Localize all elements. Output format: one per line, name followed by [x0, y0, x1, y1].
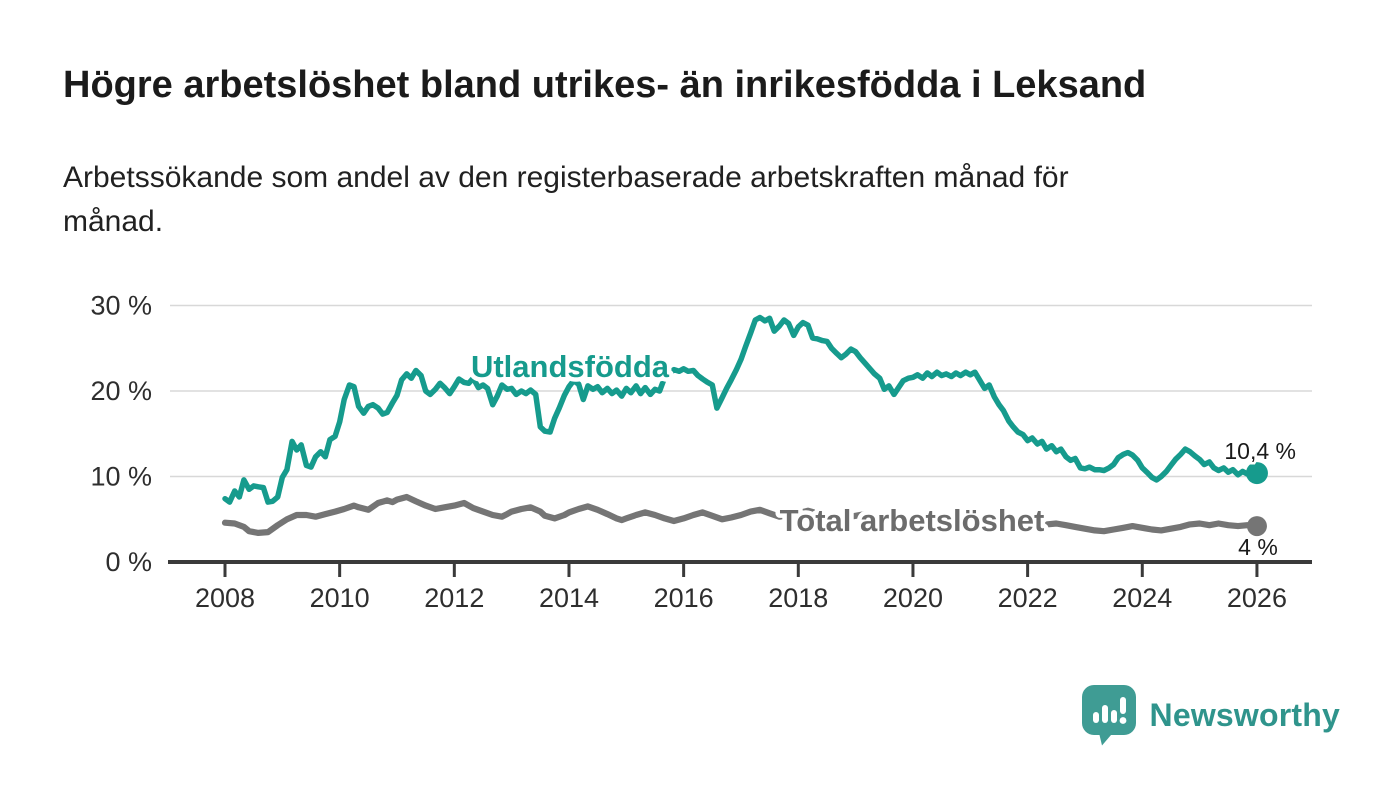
x-tick-label-2014: 2014	[539, 583, 599, 613]
end-dot-total	[1246, 516, 1267, 537]
y-tick-label-20: 20 %	[90, 376, 152, 406]
series-line-utlandsfodda	[222, 314, 1260, 505]
x-tick-label-2022: 2022	[998, 583, 1058, 613]
x-tick-label-2008: 2008	[195, 583, 255, 613]
brand-name: Newsworthy	[1149, 696, 1340, 733]
chart-subtitle-line-2: månad.	[63, 204, 164, 238]
series-label-utlandsfodda: Utlandsfödda	[471, 349, 670, 384]
x-tick-label-2024: 2024	[1112, 583, 1172, 613]
x-tick-label-2012: 2012	[424, 583, 484, 613]
x-tick-label-2018: 2018	[768, 583, 828, 613]
y-tick-label-10: 10 %	[90, 462, 152, 492]
y-tick-label-0: 0 %	[105, 547, 152, 577]
newsworthy-logo-icon	[1081, 685, 1136, 746]
x-tick-label-2010: 2010	[310, 583, 370, 613]
end-value-label-utlandsfodda: 10,4 %	[1224, 438, 1296, 464]
end-dot-utlandsfodda	[1245, 462, 1268, 485]
newsworthy-attribution: Newsworthy	[1081, 684, 1340, 746]
y-tick-label-30: 30 %	[90, 291, 152, 321]
chart-subtitle: Arbetssökande som andel av den registerb…	[63, 156, 1069, 243]
end-value-label-total: 4 %	[1238, 534, 1278, 560]
series-label-total: Total arbetslöshet	[780, 503, 1045, 538]
x-tick-label-2020: 2020	[883, 583, 943, 613]
x-tick-label-2026: 2026	[1227, 583, 1287, 613]
chart-subtitle-line-1: Arbetssökande som andel av den registerb…	[63, 161, 1069, 194]
page-title: Högre arbetslöshet bland utrikes- än inr…	[63, 64, 1147, 106]
x-tick-label-2016: 2016	[654, 583, 714, 613]
series-line-total	[221, 493, 1261, 537]
